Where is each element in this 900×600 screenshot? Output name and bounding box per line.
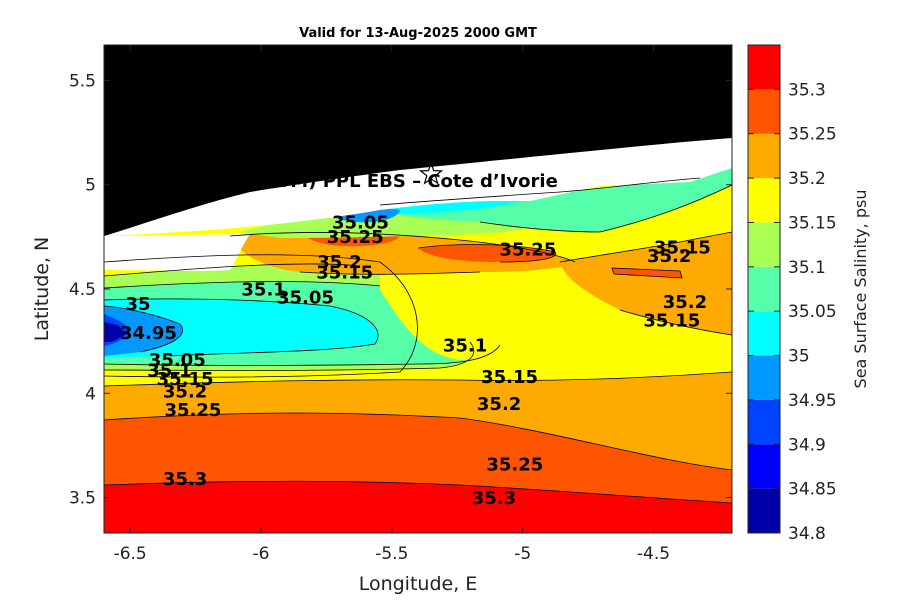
contour-line [104, 298, 379, 357]
contour-label: 34.95 [120, 323, 177, 344]
contour-label: 35.1 [147, 361, 191, 382]
chart-title: Valid for 13-Aug-2025 2000 GMT [299, 26, 537, 41]
contour-label: 35.2 [647, 246, 691, 267]
contour-line [104, 344, 501, 366]
contour-label: 35.25 [327, 227, 384, 248]
colorbar-swatch [748, 45, 780, 90]
y-tick-label: 5.5 [69, 71, 96, 91]
contour-line [104, 480, 732, 504]
contour-line [104, 263, 361, 277]
contour-label: 35.2 [477, 394, 521, 415]
x-tick-label: -5.5 [375, 544, 408, 564]
x-tick-label: -6 [253, 544, 270, 564]
land-mask [104, 45, 732, 236]
colorbar-swatch [748, 399, 780, 445]
colorbar-tick-label: 35.1 [788, 258, 826, 278]
contour-line [559, 231, 732, 263]
colorbar-swatch [748, 133, 780, 179]
colorbar: 34.8 34.85 34.9 34.95 35 35.05 35.1 35.15 35.2 35… [748, 45, 837, 544]
contour-label: 35.15 [654, 238, 711, 259]
contour-line [104, 371, 732, 387]
colorbar-swatch [748, 355, 780, 400]
colorbar-tick-label: 35.05 [788, 302, 837, 322]
contour-label: 35.25 [164, 400, 221, 421]
contour-label: 35.05 [277, 288, 334, 309]
band-35-west [104, 298, 378, 358]
contour-line [104, 281, 381, 289]
colorbar-swatch [748, 222, 780, 267]
contour-label: 35.25 [486, 454, 543, 475]
contour-label: 35.2 [163, 381, 207, 402]
contour-label: 35.25 [499, 240, 556, 261]
colorbar-swatch [748, 266, 780, 312]
nodata-region-west [104, 234, 250, 271]
site-annotation: A (ONHYM) PPL EBS – Cote d’Ivorie [203, 171, 557, 192]
band-34-95-west [104, 306, 183, 356]
contour-label: 35.3 [472, 488, 516, 509]
colorbar-tick-label: 34.95 [788, 391, 837, 411]
contour-label: 35.15 [157, 369, 214, 390]
contour-label: 35.3 [163, 469, 207, 490]
colorbar-swatch [748, 311, 780, 356]
x-tick-label: -5 [514, 544, 531, 564]
x-axis-title: Longitude, E [359, 573, 478, 595]
colorbar-tick-label: 35 [788, 347, 810, 367]
colorbar-tick-label: 34.85 [788, 480, 837, 500]
colorbar-tick-label: 35.15 [788, 213, 837, 233]
contour-label: 35.1 [443, 336, 487, 357]
site-star-marker [418, 161, 444, 185]
contour-line [611, 267, 683, 279]
contour-line [104, 341, 475, 371]
contour-label: 35.15 [481, 367, 538, 388]
contour-line [299, 271, 481, 275]
colorbar-title: Sea Surface Salinity, psu [851, 190, 870, 389]
contour-line [229, 232, 576, 263]
colorbar-tick-label: 34.8 [788, 524, 826, 544]
colorbar-tick-label: 34.9 [788, 435, 826, 455]
colorbar-swatch [748, 444, 780, 489]
contour-label: 35.15 [643, 311, 700, 332]
contour-line [104, 254, 418, 378]
y-tick-label: 4 [85, 384, 96, 404]
y-axis-title: Latitude, N [31, 237, 53, 342]
band-34-85-west [104, 322, 126, 342]
contour-line [479, 184, 732, 233]
band-35-3 [104, 481, 732, 533]
contour-label: 35.05 [332, 213, 389, 234]
colorbar-swatch [748, 89, 780, 134]
colorbar-tick-label: 35.25 [788, 125, 837, 145]
x-axis: -6.5 -6 -5.5 -5 -4.5 [114, 45, 670, 564]
band-35-2-east [560, 232, 732, 335]
y-tick-label: 3.5 [69, 489, 96, 509]
x-tick-label: -6.5 [114, 544, 147, 564]
contour-label: 35.2 [663, 292, 707, 313]
colorbar-tick-label: 35.3 [788, 80, 826, 100]
x-tick-label: -4.5 [637, 544, 670, 564]
contour-line [104, 412, 732, 471]
band-35-25-center [418, 244, 556, 262]
contour-label: 35.1 [241, 279, 285, 300]
colorbar-tick-label: 35.2 [788, 169, 826, 189]
contour-label: 35.15 [316, 263, 373, 284]
contour-label: 35 [125, 294, 150, 315]
colorbar-swatch [748, 178, 780, 223]
contour-lines [104, 177, 732, 504]
colorbar-frame [747, 44, 781, 534]
contour-line [417, 244, 557, 263]
y-tick-label: 5 [85, 176, 96, 196]
contour-label: 35.05 [149, 350, 206, 371]
y-axis: 3.5 4 4.5 5 5.5 [69, 71, 732, 509]
contour-label: 35.2 [317, 252, 361, 273]
y-tick-label: 4.5 [69, 280, 96, 300]
contour-line [379, 177, 701, 206]
contour-line [619, 309, 732, 336]
colorbar-swatch [748, 488, 780, 533]
contour-line [104, 305, 183, 353]
